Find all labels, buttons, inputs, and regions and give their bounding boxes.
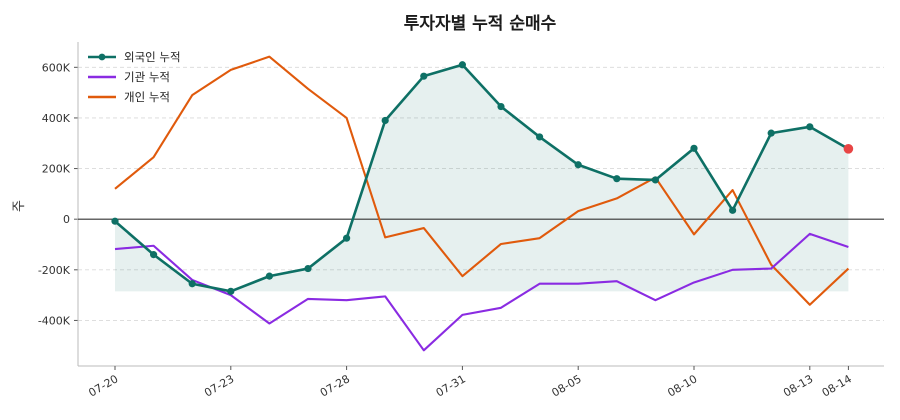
foreign-area-fill (115, 64, 849, 292)
y-tick-label: 600K (42, 61, 71, 74)
data-point (420, 72, 428, 80)
y-axis-label: 주 (12, 200, 27, 212)
data-point (729, 206, 737, 214)
x-tick-label: 08-10 (665, 372, 699, 399)
x-tick-label: 07-28 (318, 372, 352, 399)
data-point (613, 175, 621, 183)
data-point (497, 102, 505, 111)
data-point (265, 272, 273, 280)
series-line (114, 63, 850, 293)
y-tick-label: -400K (38, 314, 71, 327)
x-tick-label: 08-14 (820, 372, 854, 399)
data-point (574, 161, 582, 169)
data-point (690, 144, 698, 152)
data-point (227, 287, 235, 295)
data-point (188, 280, 196, 288)
foreign-area (115, 64, 849, 292)
data-point (150, 251, 158, 259)
data-point (806, 123, 814, 131)
x-tick-label: 08-13 (781, 372, 815, 399)
data-point (343, 234, 351, 242)
x-tick-label: 07-20 (86, 372, 120, 399)
legend-label: 기관 누적 (124, 70, 170, 84)
data-point (304, 264, 312, 273)
chart-title: 투자자별 누적 순매수 (404, 14, 557, 34)
data-point (767, 129, 775, 137)
axes (74, 42, 884, 370)
legend-label: 외국인 누적 (124, 50, 181, 64)
data-point (111, 217, 119, 225)
data-point (536, 133, 544, 141)
legend-label: 개인 누적 (124, 90, 170, 104)
y-tick-label: 200K (42, 163, 71, 176)
legend-marker (98, 53, 106, 61)
last-point-marker (843, 144, 854, 154)
series-line (114, 232, 849, 352)
series-line (114, 55, 850, 306)
y-tick-label: 0 (63, 213, 70, 226)
data-point (458, 61, 466, 69)
data-point (651, 176, 660, 184)
y-tick-label: 400K (42, 112, 71, 125)
x-tick-label: 08-05 (550, 372, 584, 399)
x-tick-label: 07-23 (202, 372, 236, 399)
grid-lines (78, 66, 884, 321)
data-point (381, 116, 389, 125)
y-tick-label: -200K (38, 264, 71, 277)
series-lines (111, 55, 854, 352)
x-tick-label: 07-31 (434, 372, 468, 399)
